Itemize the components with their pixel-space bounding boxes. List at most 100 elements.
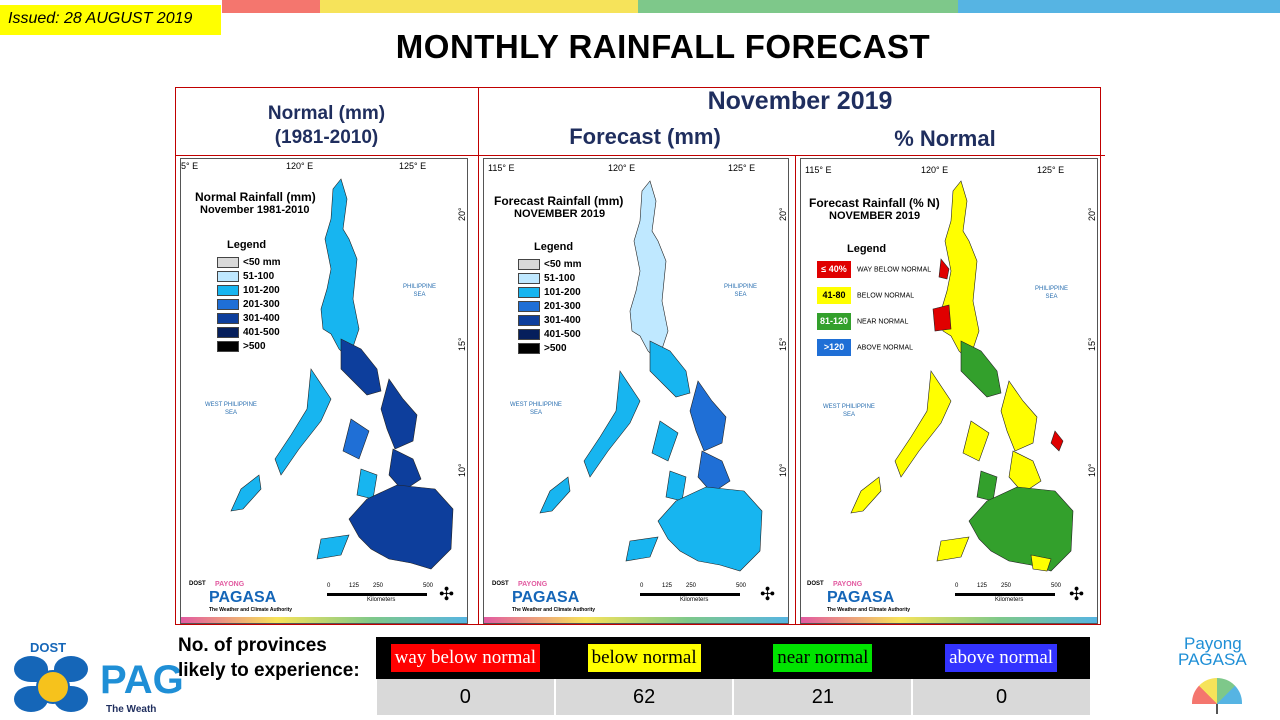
- map-normal-logo-dost: DOST: [189, 581, 206, 587]
- map-normal-sea-philippine: PHILIPPINE SEA: [403, 284, 437, 298]
- provinces-cat-way-below: way below normal: [376, 637, 555, 679]
- umbrella-icon: [1192, 678, 1242, 704]
- dost-emblem-icon: [14, 656, 88, 712]
- legend-label: 301-400: [544, 315, 581, 327]
- map-forecast-axis-top-3: 125° E: [728, 163, 756, 173]
- count-above: 0: [911, 679, 1090, 715]
- map-pct-scale-tick-0: 0: [955, 583, 959, 589]
- provinces-table-header-row: way below normal below normal near norma…: [376, 637, 1090, 679]
- count-near: 21: [732, 679, 913, 715]
- map-forecast-logo-dost: DOST: [492, 581, 509, 587]
- cat-label-way-below: way below normal: [390, 644, 541, 672]
- legend-label: NEAR NORMAL: [857, 318, 909, 326]
- count-below: 62: [553, 679, 734, 715]
- provinces-table: way below normal below normal near norma…: [375, 637, 1090, 715]
- map-forecast-compass-icon: ✣: [760, 584, 776, 604]
- legend-swatch: [518, 343, 540, 354]
- forecast-header: Forecast (mm): [569, 124, 721, 149]
- map-normal: 5° E 120° E 125° E 20° N 15° N 10° N Nor…: [180, 158, 468, 624]
- map-pct-axis-top-1: 115° E: [805, 165, 832, 175]
- map-forecast-legend-title: Legend: [534, 241, 574, 253]
- map-forecast-scale-unit: Kilometers: [680, 597, 709, 603]
- cat-label-near: near normal: [773, 644, 873, 672]
- map-pct-title: Forecast Rainfall (% N) NOVEMBER 2019: [809, 197, 940, 223]
- map-normal-bottom-gradient: [181, 617, 467, 623]
- legend-label: >500: [243, 341, 266, 353]
- legend-swatch: [217, 299, 239, 310]
- legend-label: 301-400: [243, 313, 280, 325]
- map-normal-axis-right-2: 15° N: [457, 337, 467, 351]
- map-normal-scale-tick-1: 125: [349, 583, 360, 589]
- legend-swatch: [217, 327, 239, 338]
- map-normal-logo-tagline: The Weather and Climate Authority: [209, 607, 293, 613]
- legend-label: 401-500: [243, 327, 280, 339]
- legend-item: 201-300: [217, 299, 280, 310]
- provinces-table-value-row: 0 62 21 0: [375, 679, 1090, 715]
- map-forecast-scale-bar: [640, 593, 740, 596]
- legend-item: ≤ 40% WAY BELOW NORMAL: [817, 261, 931, 279]
- map-forecast-sea-west: WEST PHILIPPINE SEA: [510, 402, 562, 416]
- map-normal-graphic: [230, 178, 454, 570]
- map-normal-axis-top-3: 125° E: [399, 161, 427, 171]
- normal-header-line1: Normal (mm): [267, 103, 386, 124]
- legend-item: 51-100: [217, 271, 274, 282]
- normal-header-line2: (1981-2010): [274, 127, 379, 148]
- page-title: MONTHLY RAINFALL FORECAST: [395, 28, 931, 65]
- map-normal-title-line2: November 1981-2010: [200, 204, 310, 216]
- legend-swatch: [518, 273, 540, 284]
- issued-date-badge: Issued: 28 AUGUST 2019: [0, 5, 221, 35]
- frame-divider-2: [795, 155, 796, 625]
- legend-item: >500: [518, 343, 567, 354]
- map-normal-axis-top-2: 120° E: [286, 161, 314, 171]
- legend-label: 101-200: [243, 285, 280, 297]
- legend-swatch: 81-120: [817, 313, 851, 330]
- map-pct-logo-dost: DOST: [807, 581, 824, 587]
- frame-divider-1: [478, 87, 479, 625]
- payong-logo-line2: PAGASA: [1178, 650, 1247, 669]
- legend-label: 51-100: [544, 273, 576, 285]
- map-normal-scale-bar: [327, 593, 427, 596]
- map-pct-scale-tick-1: 125: [977, 583, 988, 589]
- legend-swatch: [217, 271, 239, 282]
- legend-label: <50 mm: [544, 259, 582, 271]
- map-forecast-axis-top-2: 120° E: [608, 163, 636, 173]
- map-pct-normal: 115° E 120° E 125° E 20° N 15° N 10° N F…: [800, 158, 1098, 624]
- legend-swatch: [518, 301, 540, 312]
- map-pct-scale-tick-2: 250: [1001, 583, 1012, 589]
- map-pct-logo-tagline: The Weather and Climate Authority: [827, 607, 911, 613]
- map-normal-logo-pagasa: PAGASA: [209, 589, 277, 606]
- cat-label-above: above normal: [945, 644, 1058, 672]
- provinces-cat-above: above normal: [912, 637, 1090, 679]
- legend-item: 301-400: [518, 315, 581, 326]
- legend-swatch: [217, 341, 239, 352]
- legend-swatch: 41-80: [817, 287, 851, 304]
- legend-swatch: [518, 329, 540, 340]
- map-pct-scale: 0 125 250 500 Kilometers: [955, 583, 1065, 605]
- map-pct-scale-unit: Kilometers: [995, 597, 1024, 603]
- count-way-below: 0: [375, 679, 555, 715]
- legend-label: WAY BELOW NORMAL: [857, 266, 932, 274]
- map-forecast-logo-tagline: The Weather and Climate Authority: [512, 607, 596, 613]
- map-pct-axis-top-3: 125° E: [1037, 165, 1065, 175]
- map-forecast-axis-right-3: 10° N: [778, 463, 788, 477]
- map-forecast-scale: 0 125 250 500 Kilometers: [640, 583, 750, 605]
- map-normal-compass-icon: ✣: [439, 584, 455, 604]
- legend-item: 41-80 BELOW NORMAL: [817, 287, 914, 305]
- map-forecast-scale-tick-3: 500: [736, 583, 747, 589]
- map-forecast-graphic: [539, 180, 763, 572]
- normal-header: Normal (mm) (1981-2010): [175, 102, 478, 150]
- legend-item: 401-500: [518, 329, 581, 340]
- map-forecast-sea-philippine: PHILIPPINE SEA: [724, 284, 758, 298]
- map-normal-title: Normal Rainfall (mm) November 1981-2010: [195, 191, 316, 217]
- legend-label: 101-200: [544, 287, 581, 299]
- pagasa-logo-text: PAG: [100, 658, 184, 702]
- legend-swatch: ≤ 40%: [817, 261, 851, 278]
- legend-label: ABOVE NORMAL: [857, 344, 914, 352]
- legend-label: 201-300: [243, 299, 280, 311]
- top-stripe-red: [222, 0, 320, 13]
- map-forecast-axis-top-1: 115° E: [488, 163, 515, 173]
- map-normal-scale-tick-0: 0: [327, 583, 331, 589]
- legend-label: 201-300: [544, 301, 581, 313]
- dost-logo-text: DOST: [30, 640, 67, 655]
- map-normal-axis-right-1: 20° N: [457, 207, 467, 221]
